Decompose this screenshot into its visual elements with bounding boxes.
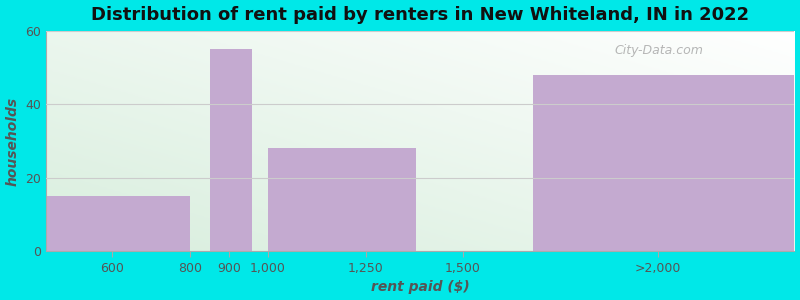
Bar — [210, 49, 253, 251]
Bar — [268, 148, 416, 251]
Y-axis label: households: households — [6, 97, 19, 186]
Bar — [534, 75, 794, 251]
Title: Distribution of rent paid by renters in New Whiteland, IN in 2022: Distribution of rent paid by renters in … — [91, 6, 750, 24]
Text: City-Data.com: City-Data.com — [614, 44, 704, 57]
X-axis label: rent paid ($): rent paid ($) — [370, 280, 470, 294]
Bar — [46, 196, 190, 251]
